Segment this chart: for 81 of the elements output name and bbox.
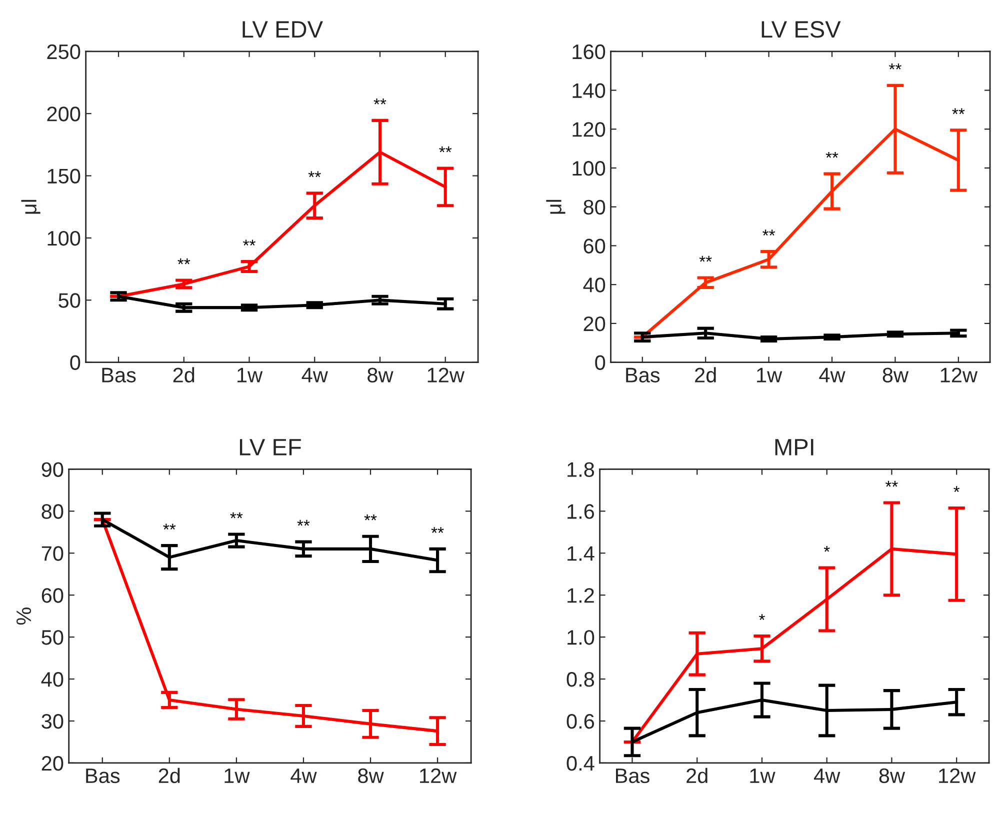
y-axis-title: μl — [21, 200, 40, 214]
x-tick-label: 12w — [428, 368, 465, 382]
y-tick-label: 160 — [572, 44, 606, 60]
annotation: ** — [885, 480, 898, 487]
x-tick-label: 2d — [173, 367, 194, 382]
y-tick-label: 0 — [595, 355, 606, 370]
y-tick-label: 200 — [47, 106, 80, 122]
chart-title: LV ESV — [762, 21, 841, 38]
y-tick-label: 50 — [42, 630, 64, 645]
x-tick-label: 1w — [238, 368, 263, 382]
x-tick-label: 2d — [686, 768, 708, 784]
x-tick-label: 12w — [940, 368, 978, 382]
y-tick-label: 1.6 — [568, 504, 594, 519]
x-tick-label: 1w — [224, 768, 250, 783]
y-tick-label: 1.8 — [568, 462, 594, 477]
y-tick-label: 0.6 — [566, 714, 594, 729]
x-tick-label: 2d — [695, 367, 716, 382]
y-tick-label: 40 — [583, 278, 606, 292]
annotation: ** — [308, 171, 321, 178]
x-tick-label: Bas — [626, 368, 660, 382]
y-tick-label: 250 — [47, 44, 80, 60]
y-tick-label: 20 — [42, 756, 64, 771]
y-tick-label: 60 — [584, 238, 606, 254]
y-tick-label: 1.0 — [568, 630, 594, 645]
y-tick-label: 80 — [584, 200, 606, 215]
annotation: * — [824, 546, 830, 552]
x-tick-label: 2d — [158, 768, 180, 784]
x-tick-label: 8w — [368, 368, 394, 382]
x-tick-label: Bas — [616, 768, 650, 784]
chart-title: MPI — [775, 439, 814, 456]
x-tick-label: 8w — [879, 768, 906, 784]
y-tick-label: 1.4 — [568, 546, 594, 561]
annotation: ** — [163, 524, 176, 530]
x-tick-label: Bas — [86, 768, 120, 784]
y-tick-label: 100 — [572, 160, 606, 176]
y-axis-title: μl — [546, 200, 566, 214]
y-tick-label: 70 — [42, 546, 64, 561]
chart-title: LV EDV — [242, 21, 323, 38]
annotation: ** — [364, 514, 377, 520]
annotation: ** — [178, 258, 190, 264]
annotation: ** — [762, 230, 776, 236]
annotation: * — [759, 614, 765, 620]
annotation: ** — [439, 146, 452, 152]
annotation: * — [954, 486, 960, 492]
annotation: ** — [699, 256, 712, 262]
x-tick-label: 1w — [750, 768, 776, 783]
y-tick-label: 40 — [41, 672, 64, 687]
x-tick-label: 4w — [814, 768, 840, 783]
y-tick-label: 100 — [48, 230, 80, 246]
x-tick-label: 1w — [757, 368, 782, 382]
y-tick-label: 140 — [572, 83, 606, 98]
y-tick-label: 1.2 — [568, 588, 594, 603]
y-axis-title: % — [16, 608, 32, 625]
y-tick-label: 120 — [572, 122, 606, 137]
y-tick-label: 0 — [70, 355, 80, 370]
annotation: ** — [230, 512, 243, 518]
annotation: ** — [297, 520, 310, 526]
y-tick-label: 150 — [48, 168, 80, 184]
annotation: ** — [826, 152, 838, 158]
annotation: ** — [952, 108, 965, 114]
x-tick-label: Bas — [102, 368, 136, 382]
annotation: ** — [888, 64, 902, 70]
x-tick-label: 4w — [819, 368, 846, 382]
x-tick-label: 8w — [358, 768, 384, 784]
x-tick-label: 4w — [302, 368, 328, 382]
x-tick-label: 12w — [420, 768, 457, 783]
annotation: ** — [431, 527, 444, 533]
chart-title: LV EF — [240, 439, 301, 456]
annotation: ** — [374, 98, 386, 104]
x-tick-label: 12w — [939, 768, 976, 783]
y-tick-label: 0.4 — [566, 756, 594, 771]
x-tick-label: 8w — [882, 368, 909, 382]
y-tick-label: 30 — [42, 714, 64, 729]
y-tick-label: 80 — [42, 504, 64, 519]
y-tick-label: 20 — [584, 316, 606, 332]
x-tick-label: 4w — [290, 768, 317, 783]
y-tick-label: 50 — [58, 293, 80, 308]
y-tick-label: 90 — [42, 462, 64, 477]
y-tick-label: 0.8 — [566, 672, 594, 687]
annotation: ** — [243, 240, 256, 246]
y-tick-label: 60 — [42, 588, 64, 603]
